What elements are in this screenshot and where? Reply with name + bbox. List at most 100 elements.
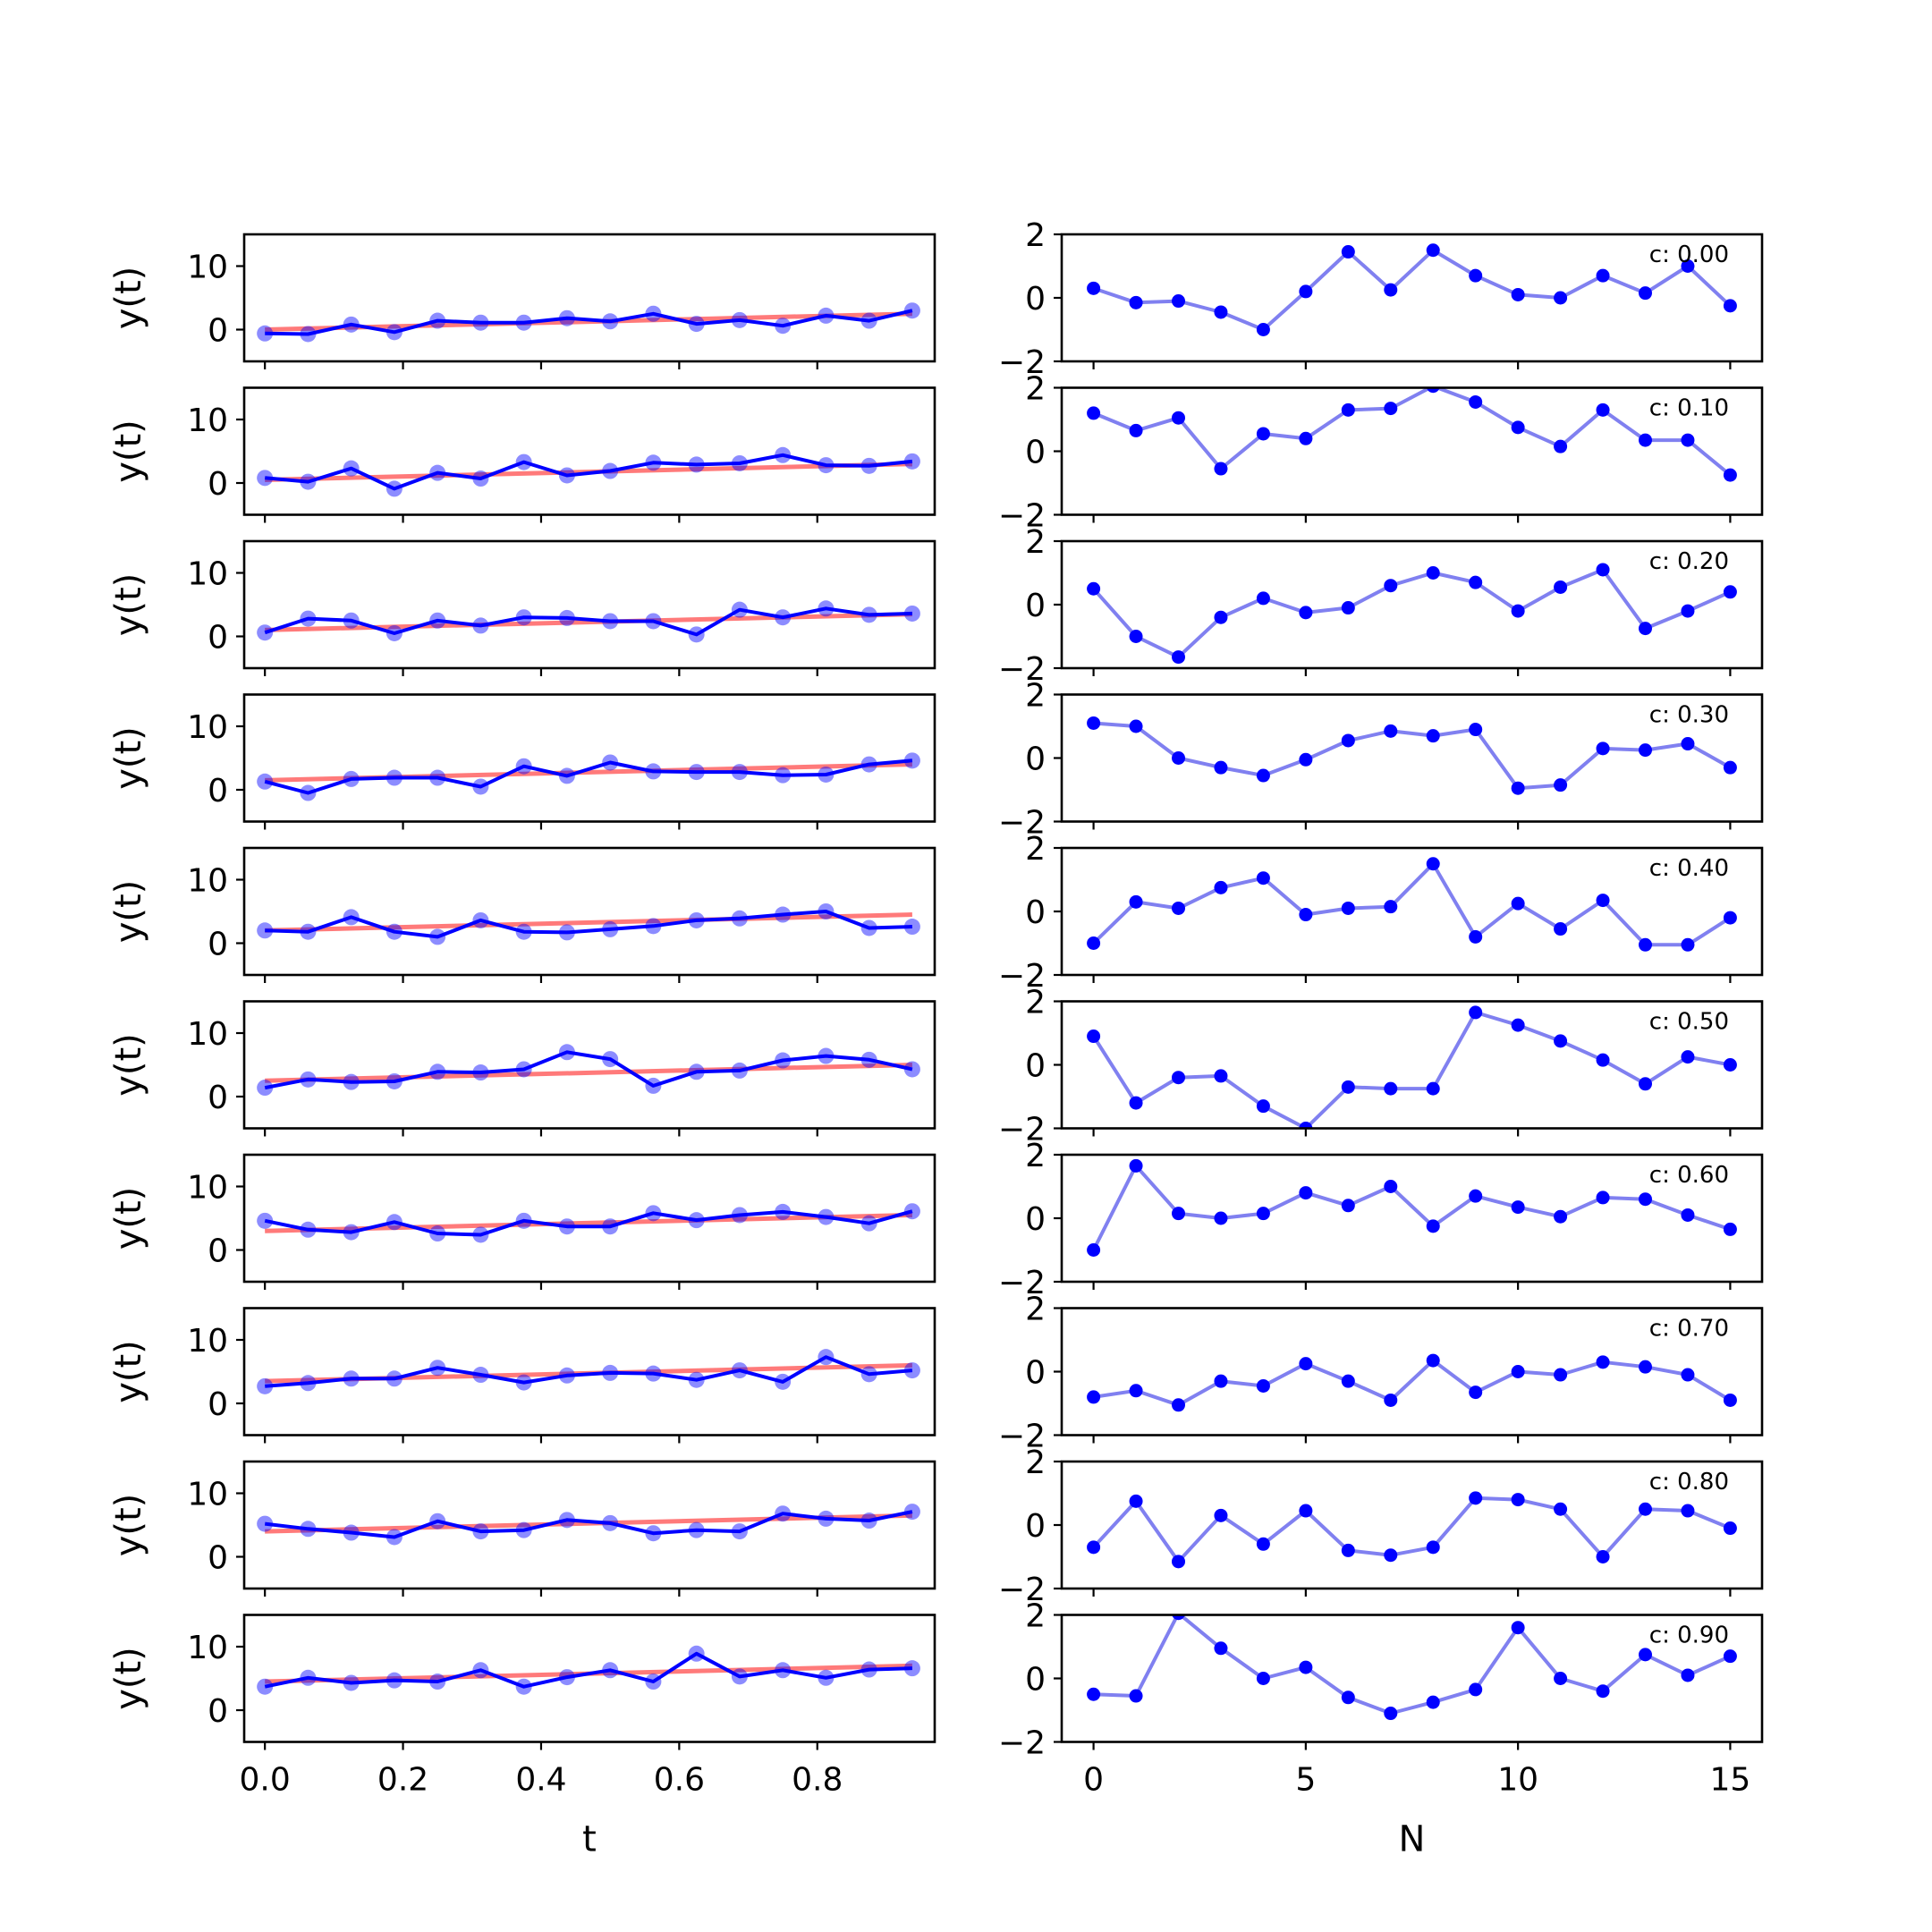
- fit-line: [265, 1513, 912, 1534]
- series-point: [1299, 1122, 1313, 1129]
- series-point: [1214, 462, 1228, 476]
- data-point: [257, 470, 274, 487]
- series-point: [1554, 1209, 1568, 1224]
- series-point: [1426, 243, 1440, 258]
- data-line: [265, 453, 913, 491]
- y-tick-label: 2: [1025, 678, 1046, 715]
- y-tick-label: 0: [208, 466, 228, 503]
- series-point: [1214, 1641, 1228, 1656]
- left-panel-8: 0 10 y(t): [108, 1460, 936, 1597]
- series-point: [1426, 1081, 1440, 1096]
- series-point: [1129, 1689, 1143, 1703]
- series-point: [1554, 439, 1568, 453]
- series-point: [1723, 911, 1737, 925]
- series-point: [1384, 1081, 1398, 1096]
- series-line: [1093, 1614, 1732, 1716]
- data-point: [903, 919, 920, 936]
- data-line: [264, 1510, 913, 1539]
- y-axis-label: y(t): [108, 573, 149, 637]
- series-point: [1299, 752, 1313, 767]
- series-point: [1172, 1614, 1185, 1621]
- series-point: [1681, 1208, 1695, 1222]
- data-line: [265, 309, 913, 336]
- series-point: [1172, 901, 1185, 915]
- y-axis-label: y(t): [108, 267, 149, 330]
- series-line: [1093, 721, 1732, 791]
- data-line: [264, 1651, 912, 1689]
- left-axes-frame-3: [242, 693, 936, 823]
- series-point: [1341, 1690, 1355, 1705]
- series-point: [1087, 281, 1101, 295]
- series-point: [1087, 1243, 1101, 1257]
- panel-annotation: c: 0.90: [1649, 1623, 1729, 1649]
- left-axes-frame-9: [242, 1614, 936, 1743]
- panel-annotation: c: 0.30: [1649, 702, 1729, 729]
- left-plot-area-0: [257, 302, 920, 343]
- data-line: [264, 758, 913, 795]
- series-point: [1596, 268, 1610, 283]
- left-axes-frame-0: [242, 233, 936, 363]
- data-point: [257, 1080, 274, 1097]
- series-point: [1341, 733, 1355, 748]
- series-point: [1639, 1192, 1652, 1207]
- y-tick-label: −2: [998, 805, 1046, 842]
- series-point: [1214, 1374, 1228, 1388]
- left-x-axis-label: t: [582, 1819, 597, 1860]
- series-point: [1723, 1521, 1737, 1536]
- left-axes-frame-6: [242, 1153, 936, 1284]
- series-point: [1596, 741, 1610, 756]
- series-point: [1299, 606, 1313, 620]
- series-point: [1214, 760, 1228, 775]
- y-tick-label: −2: [998, 344, 1046, 381]
- y-tick-label: 2: [1025, 1138, 1046, 1174]
- y-tick-label: 0: [208, 1693, 228, 1730]
- y-tick-label: −2: [998, 1112, 1046, 1148]
- y-tick-label: 0: [1025, 1201, 1046, 1238]
- series-point: [1639, 286, 1652, 301]
- series-line: [1092, 248, 1732, 332]
- series-point: [1469, 1682, 1483, 1697]
- series-point: [1129, 1096, 1143, 1110]
- series-point: [1214, 880, 1228, 894]
- series-point: [1511, 287, 1525, 301]
- panel-annotation: c: 0.60: [1649, 1162, 1729, 1189]
- y-tick-label: 0: [208, 1540, 228, 1577]
- data-point: [903, 1504, 920, 1521]
- panel-annotation: c: 0.40: [1649, 855, 1729, 882]
- series-point: [1129, 719, 1143, 733]
- data-line: [264, 1209, 913, 1237]
- x-tick-label: 0.2: [377, 1762, 428, 1799]
- series-point: [1554, 291, 1568, 305]
- left-plot-area-1: [257, 446, 920, 497]
- x-tick-label: 0.8: [792, 1762, 843, 1799]
- series-point: [1639, 433, 1652, 447]
- right-panel-9: c: 0.90 −2 0 2 0 5 10 15: [998, 1598, 1764, 1799]
- fit-line: [265, 1063, 912, 1083]
- series-point: [1087, 1030, 1101, 1044]
- left-plot-area-2: [257, 600, 920, 643]
- y-tick-label: 10: [187, 709, 228, 746]
- series-point: [1384, 283, 1398, 297]
- series-point: [1469, 575, 1483, 589]
- y-tick-label: −2: [998, 1572, 1046, 1608]
- y-axis-label: y(t): [108, 419, 149, 483]
- panel-annotation: c: 0.70: [1649, 1316, 1729, 1343]
- series-point: [1723, 468, 1737, 482]
- data-point: [257, 1377, 274, 1394]
- series-point: [1341, 1199, 1355, 1213]
- left-axes-frame-2: [242, 539, 936, 670]
- series-point: [1511, 781, 1525, 795]
- left-panel-9: 0 10 y(t) 0.0 0.2 0.4 0.6 0.8: [108, 1614, 936, 1799]
- series-point: [1172, 1071, 1185, 1085]
- series-point: [1426, 857, 1440, 871]
- series-point: [1426, 729, 1440, 743]
- right-panel-6: c: 0.60 −2 0 2: [998, 1138, 1764, 1301]
- right-plot-area-8: [1087, 1491, 1737, 1569]
- series-point: [1511, 1018, 1525, 1032]
- y-tick-label: 0: [1025, 1508, 1046, 1545]
- right-panel-7: c: 0.70 −2 0 2: [998, 1292, 1764, 1455]
- y-tick-label: 10: [187, 556, 228, 593]
- data-point: [903, 1203, 920, 1220]
- series-line: [1092, 568, 1732, 659]
- left-panel-4: 0 10 y(t): [108, 846, 936, 983]
